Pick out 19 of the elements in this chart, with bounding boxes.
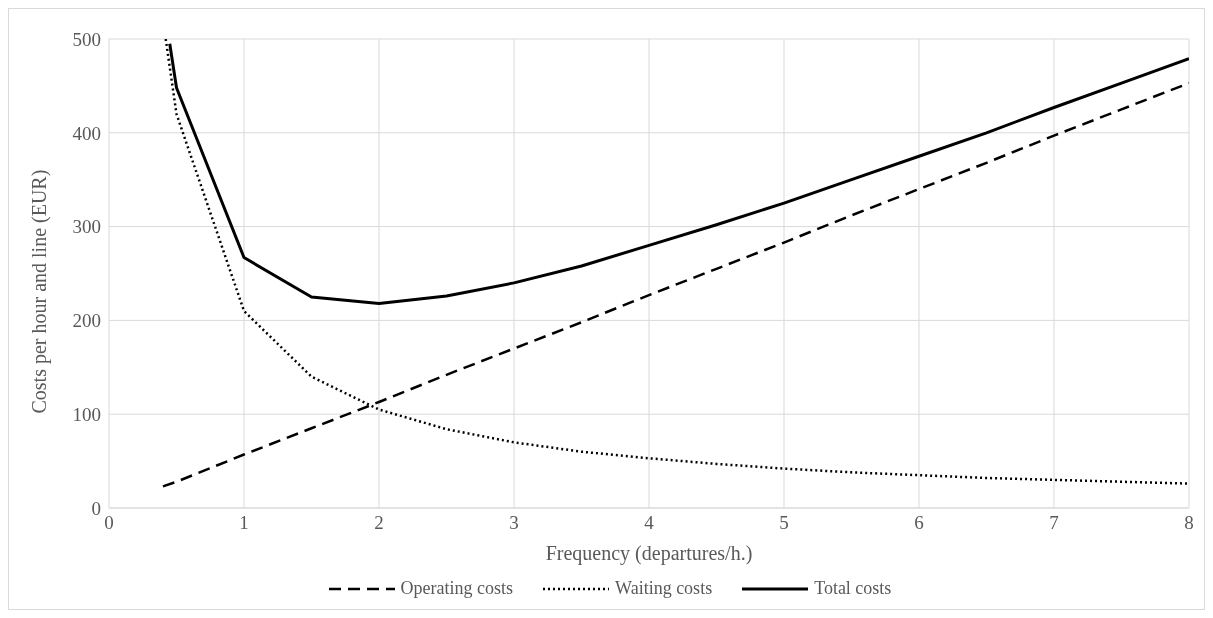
y-tick-label: 500 <box>72 28 101 50</box>
y-axis-title: Costs per hour and line (EUR) <box>28 169 52 414</box>
x-tick-label: 1 <box>239 512 249 534</box>
y-tick-label: 0 <box>91 497 101 519</box>
x-tick-label: 8 <box>1184 512 1194 534</box>
y-tick-label: 100 <box>72 403 101 425</box>
x-tick-label: 6 <box>914 512 924 534</box>
y-tick-label: 300 <box>72 216 101 238</box>
legend-label: Waiting costs <box>615 578 713 599</box>
x-axis-title: Frequency (departures/h.) <box>545 542 753 565</box>
x-tick-label: 4 <box>644 512 655 534</box>
x-tick-label: 3 <box>509 512 519 534</box>
y-tick-label: 400 <box>72 122 101 144</box>
x-tick-label: 7 <box>1049 512 1059 534</box>
x-tick-label: 5 <box>779 512 789 534</box>
legend-label: Operating costs <box>400 578 514 599</box>
legend-label: Total costs <box>814 578 892 599</box>
y-tick-label: 200 <box>72 310 101 332</box>
x-tick-label: 2 <box>374 512 384 534</box>
